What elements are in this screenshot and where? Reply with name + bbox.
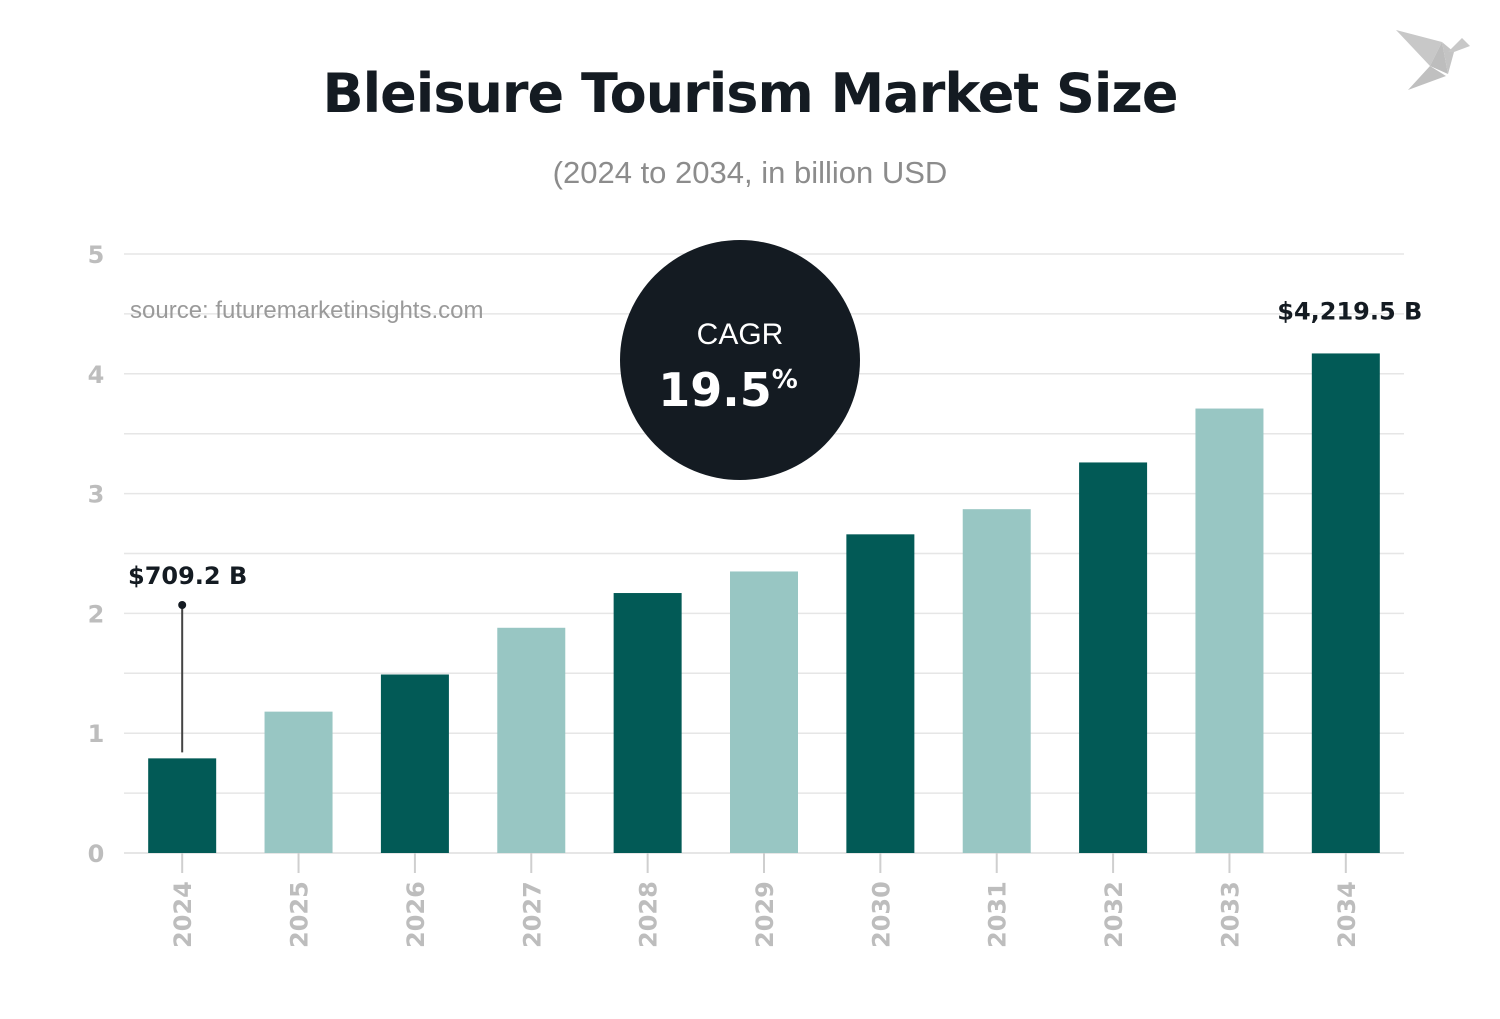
cagr-badge: CAGR 19.5% bbox=[620, 240, 860, 480]
bar-2030 bbox=[846, 534, 915, 853]
bar-2026 bbox=[380, 674, 449, 853]
x-tick-label: 2026 bbox=[402, 881, 430, 948]
bar-2028 bbox=[613, 593, 682, 853]
bar-2031 bbox=[962, 509, 1031, 853]
source-text: source: futuremarketinsights.com bbox=[130, 297, 483, 324]
x-tick-label: 2029 bbox=[751, 881, 779, 948]
svg-text:19.5%: 19.5% bbox=[658, 363, 798, 417]
y-tick-label: 3 bbox=[88, 481, 105, 509]
chart-subtitle: (2024 to 2034, in billion USD bbox=[552, 155, 948, 190]
cagr-label: CAGR bbox=[697, 318, 784, 351]
cagr-circle bbox=[620, 240, 860, 480]
x-tick-label: 2032 bbox=[1100, 881, 1128, 948]
x-tick-label: 2028 bbox=[635, 881, 663, 948]
y-tick-label: 1 bbox=[88, 720, 105, 748]
cagr-unit: % bbox=[772, 365, 798, 395]
bar-2029 bbox=[730, 571, 798, 853]
bar-2034 bbox=[1311, 353, 1380, 853]
bar-2027 bbox=[497, 627, 566, 853]
y-tick-label: 5 bbox=[88, 241, 105, 269]
annotations: $709.2 B $4,219.5 B bbox=[128, 297, 1422, 753]
x-tick-label: 2024 bbox=[169, 881, 197, 948]
x-tick-label: 2030 bbox=[867, 881, 895, 948]
annotation-label: $4,219.5 B bbox=[1277, 297, 1422, 325]
y-tick-label: 4 bbox=[88, 361, 105, 389]
bar-2024 bbox=[148, 758, 217, 853]
y-axis-ticks: 0 1 2 3 4 5 bbox=[88, 241, 105, 868]
cagr-value: 19.5 bbox=[658, 363, 772, 417]
x-axis-ticks: 2024 2025 2026 2027 2028 2029 2030 2031 2032 2033… bbox=[169, 853, 1361, 948]
annotation-dot bbox=[178, 601, 187, 609]
annotation-label: $709.2 B bbox=[128, 562, 247, 590]
bars bbox=[148, 353, 1380, 853]
bar-2025 bbox=[264, 711, 333, 853]
x-tick-label: 2034 bbox=[1333, 881, 1361, 948]
x-tick-label: 2025 bbox=[286, 881, 314, 948]
x-tick-label: 2027 bbox=[518, 881, 546, 948]
bird-logo-icon bbox=[1396, 30, 1470, 90]
y-tick-label: 2 bbox=[88, 600, 105, 628]
x-tick-label: 2031 bbox=[984, 881, 1012, 948]
bar-2033 bbox=[1195, 408, 1264, 853]
chart-title: Bleisure Tourism Market Size bbox=[322, 62, 1179, 125]
y-tick-label: 0 bbox=[88, 840, 105, 868]
bar-2032 bbox=[1079, 462, 1148, 853]
x-tick-label: 2033 bbox=[1216, 881, 1244, 948]
